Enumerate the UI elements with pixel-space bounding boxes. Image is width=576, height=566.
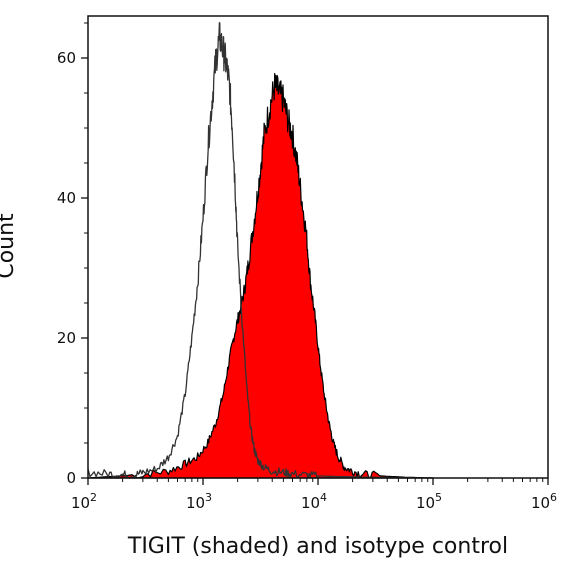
x-axis: 102 103 104 105 106: [71, 478, 557, 512]
y-tick-label-3: 60: [57, 49, 76, 67]
y-tick-label-0: 0: [66, 469, 76, 487]
y-tick-label-1: 20: [57, 329, 76, 347]
x-tick-label-2: 104: [301, 491, 327, 512]
x-axis-title: TIGIT (shaded) and isotype control: [127, 534, 508, 559]
y-axis-title: Count: [0, 213, 19, 279]
x-tick-label-4: 106: [531, 491, 557, 512]
series-0-filled-histogram: [87, 72, 434, 479]
y-axis: 0 20 40 60: [57, 22, 88, 487]
series-1-line-histogram: [87, 22, 434, 479]
x-tick-label-0: 102: [71, 491, 97, 512]
y-tick-label-2: 40: [57, 189, 76, 207]
x-tick-label-3: 105: [416, 491, 442, 512]
x-tick-label-1: 103: [186, 491, 212, 512]
series-layer: [87, 22, 434, 479]
